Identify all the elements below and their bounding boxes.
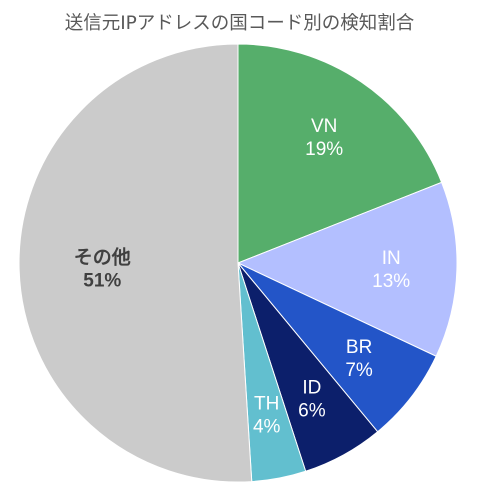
pie-slice-5 [18, 43, 253, 483]
slice-name-label: BR [346, 337, 372, 358]
pie-slice-1 [236, 181, 458, 357]
slice-percent-label: 13% [372, 271, 410, 292]
slice-percent-label: 4% [253, 417, 281, 438]
slice-name-label: IN [382, 248, 401, 269]
slice-name-label: TH [254, 394, 279, 415]
slice-percent-label: 51% [83, 270, 121, 291]
pie-slice-0 [237, 43, 443, 264]
slice-percent-label: 19% [305, 139, 343, 160]
slice-percent-label: 6% [298, 400, 326, 421]
slice-name-label: その他 [74, 245, 131, 268]
slice-name-label: ID [302, 377, 321, 398]
chart-title: 送信元IPアドレスの国コード別の検知割合 [64, 13, 415, 34]
slice-percent-label: 7% [345, 360, 373, 381]
slice-name-label: VN [311, 116, 337, 137]
